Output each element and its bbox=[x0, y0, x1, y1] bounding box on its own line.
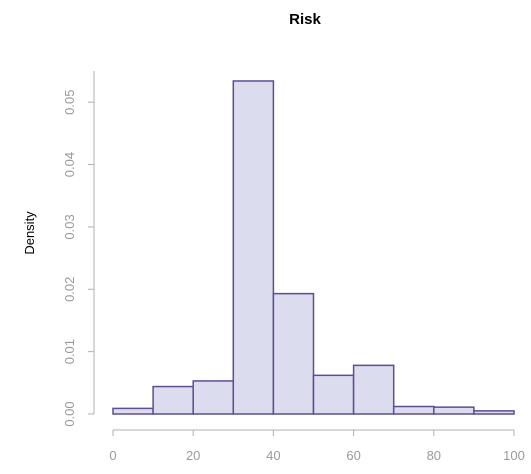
bars-group bbox=[112, 80, 515, 415]
y-axis-label: Density bbox=[22, 211, 37, 255]
histogram-bar bbox=[312, 374, 355, 415]
x-tick-label: 0 bbox=[109, 448, 116, 463]
y-tick-label: 0.03 bbox=[62, 214, 77, 239]
x-tick-label: 60 bbox=[346, 448, 360, 463]
y-tick-label: 0.01 bbox=[62, 339, 77, 364]
histogram-bar bbox=[433, 406, 475, 415]
x-axis: 0 20 40 60 80 100 bbox=[109, 429, 525, 463]
histogram-bar bbox=[272, 292, 315, 415]
y-axis: 0.00 0.01 0.02 0.03 0.04 0.05 bbox=[62, 71, 95, 427]
histogram-bar bbox=[112, 407, 154, 415]
histogram-bar bbox=[192, 380, 235, 415]
x-tick-label: 80 bbox=[427, 448, 441, 463]
x-tick-label: 100 bbox=[503, 448, 525, 463]
y-tick-label: 0.04 bbox=[62, 152, 77, 177]
histogram-bar bbox=[232, 80, 275, 415]
x-tick-label: 20 bbox=[186, 448, 200, 463]
y-tick-label: 0.00 bbox=[62, 401, 77, 426]
histogram-bar bbox=[473, 410, 515, 415]
histogram-bar bbox=[352, 364, 395, 415]
histogram-bar bbox=[152, 385, 194, 415]
histogram-bar bbox=[392, 405, 435, 415]
x-tick-label: 40 bbox=[266, 448, 280, 463]
y-tick-label: 0.05 bbox=[62, 90, 77, 115]
y-tick-label: 0.02 bbox=[62, 277, 77, 302]
chart-title: Risk bbox=[289, 11, 321, 28]
